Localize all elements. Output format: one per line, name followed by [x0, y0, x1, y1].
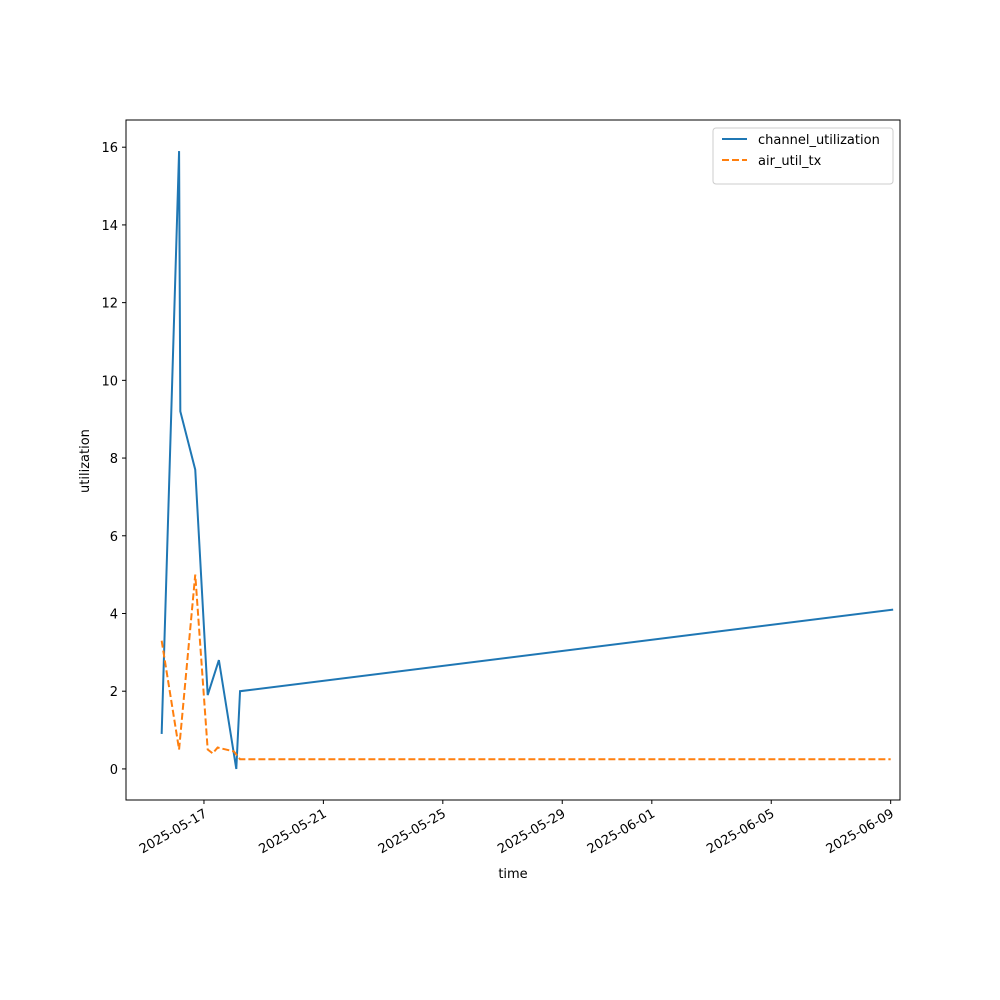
y-axis-label: utilization: [78, 429, 93, 493]
legend-box: [712, 127, 894, 185]
y-tick-label: 12: [101, 297, 118, 312]
plot-frame: [125, 119, 901, 801]
y-tick-label: 16: [101, 141, 118, 156]
x-axis-label: time: [498, 867, 527, 882]
series-line: [160, 151, 894, 770]
y-tick-label: 4: [110, 607, 118, 622]
legend-label: air_util_tx: [758, 154, 822, 169]
y-tick-label: 0: [110, 763, 118, 778]
y-tick-label: 8: [110, 452, 118, 467]
y-tick-label: 14: [101, 219, 118, 234]
y-tick-label: 6: [110, 530, 118, 545]
y-tick-label: 10: [101, 374, 118, 389]
legend-label: channel_utilization: [758, 133, 880, 148]
y-tick-label: 2: [110, 685, 118, 700]
